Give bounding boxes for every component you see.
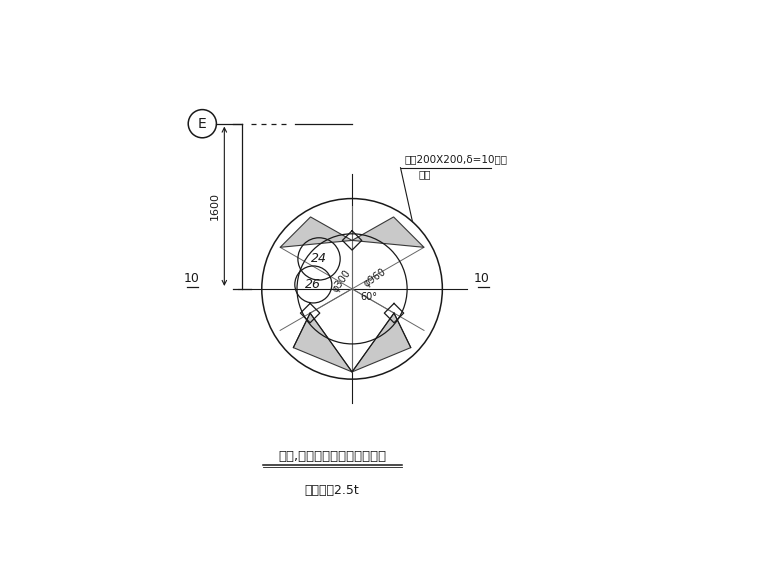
Polygon shape <box>293 313 352 372</box>
Text: 1600: 1600 <box>210 192 220 220</box>
Text: φ300: φ300 <box>330 268 353 294</box>
Text: 明床,混床碱计量箱基础平面图: 明床,混床碱计量箱基础平面图 <box>278 450 386 463</box>
Polygon shape <box>280 217 352 247</box>
Text: 24: 24 <box>311 252 327 265</box>
Text: 26: 26 <box>306 278 321 291</box>
Polygon shape <box>352 313 411 372</box>
Text: 60°: 60° <box>360 292 377 302</box>
Text: 运行荷重2.5t: 运行荷重2.5t <box>305 484 359 497</box>
Text: 10: 10 <box>474 272 490 285</box>
Polygon shape <box>352 217 424 247</box>
Text: 10: 10 <box>183 272 199 285</box>
Text: φ960: φ960 <box>362 267 388 289</box>
Text: 预埋200X200,δ=10钢板: 预埋200X200,δ=10钢板 <box>405 154 508 164</box>
Text: E: E <box>198 117 207 130</box>
Text: 三块: 三块 <box>418 169 431 178</box>
